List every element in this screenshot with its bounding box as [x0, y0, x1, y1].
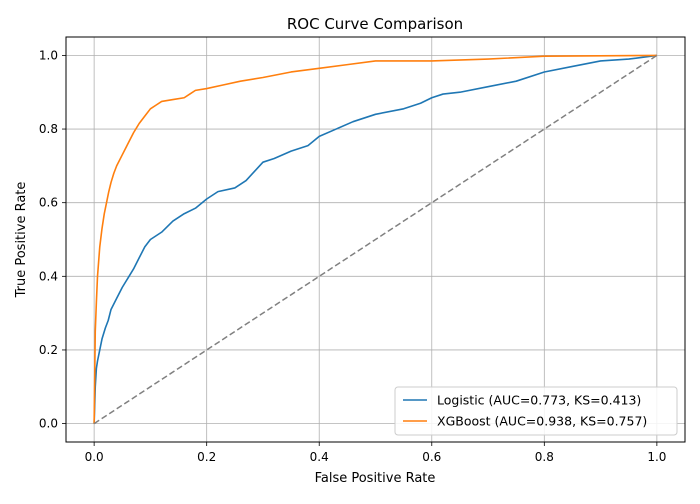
y-tick-label: 1.0 — [39, 48, 58, 62]
grid — [66, 37, 685, 442]
chart-title: ROC Curve Comparison — [287, 15, 463, 33]
y-axis-label: True Positive Rate — [14, 182, 29, 299]
y-tick-label: 0.2 — [39, 343, 58, 357]
y-tick-label: 0.8 — [39, 122, 58, 136]
x-tick-label: 0.0 — [85, 450, 104, 464]
series-line-0 — [93, 54, 657, 424]
x-tick-label: 0.8 — [535, 450, 554, 464]
x-tick-label: 0.6 — [422, 450, 441, 464]
y-tick-label: 0.4 — [39, 269, 58, 283]
x-tick-label: 0.2 — [197, 450, 216, 464]
x-tick-label: 1.0 — [647, 450, 666, 464]
legend-box — [394, 386, 678, 436]
y-tick-label: 0.0 — [39, 417, 58, 431]
x-axis-label: False Positive Rate — [315, 471, 436, 486]
legend-label: XGBoost (AUC=0.938, KS=0.757) — [437, 414, 647, 429]
ticks: 0.0 0.2 0.4 0.6 0.8 1.0 0.0 0.2 0.4 0.6 0.8 1.0 — [39, 48, 667, 464]
legend: Logistic (AUC=0.773, KS=0.413) XGBoost (A… — [394, 386, 678, 436]
diagonal-reference-line — [93, 54, 658, 425]
x-tick-label: 0.4 — [310, 450, 329, 464]
y-tick-label: 0.6 — [39, 196, 58, 210]
plot-frame — [65, 36, 686, 443]
series-layer — [93, 54, 658, 425]
series-line-1 — [93, 54, 657, 424]
legend-label: Logistic (AUC=0.773, KS=0.413) — [437, 393, 641, 408]
